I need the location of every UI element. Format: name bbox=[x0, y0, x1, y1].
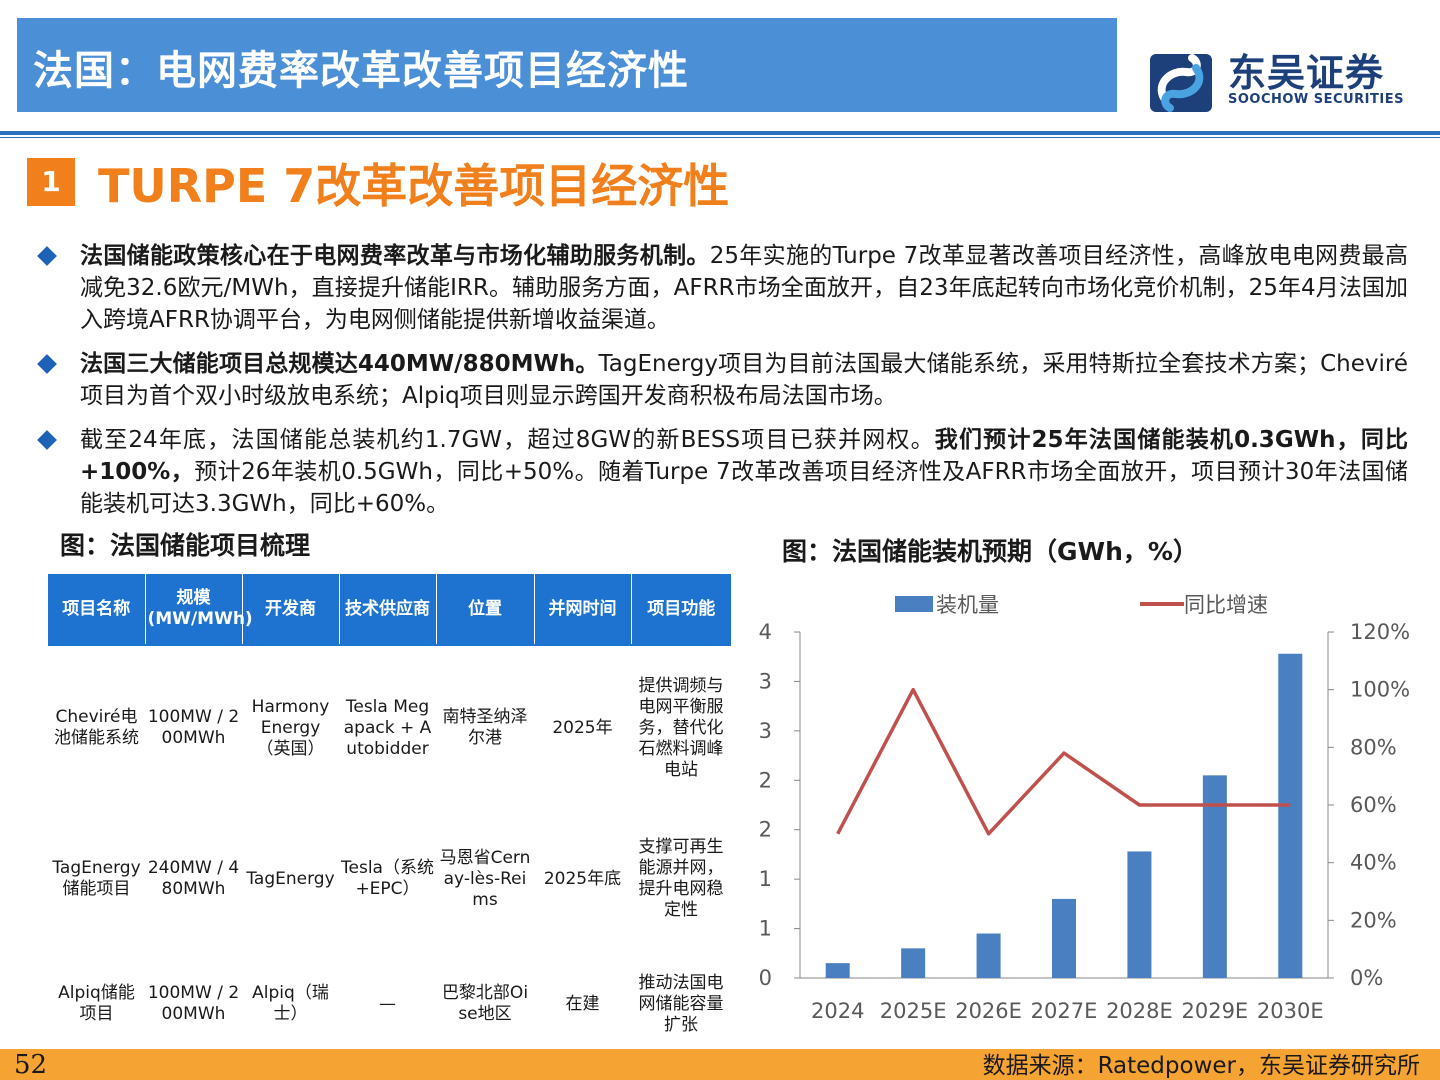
table-cell: Harmony Energy（英国） bbox=[251, 696, 330, 759]
right-axis-tick-label: 60% bbox=[1350, 793, 1397, 817]
left-axis-tick-label: 0 bbox=[759, 966, 772, 990]
right-axis-tick-label: 80% bbox=[1350, 735, 1397, 759]
legend-label-line: 同比增速 bbox=[1184, 593, 1268, 617]
x-axis-tick-label: 2027E bbox=[1031, 999, 1098, 1023]
bullet-bold: 我们预计25年法国储能装机0.3GWh，同比+100%， bbox=[80, 427, 1409, 485]
bullet-list: 法国储能政策核心在于电网费率改革与市场化辅助服务机制。25年实施的Turpe 7… bbox=[36, 240, 1408, 532]
table-row: TagEnergy储能项目 240MW / 480MWh TagEnergy T… bbox=[48, 812, 731, 946]
table-header-cell: 项目功能 bbox=[631, 574, 731, 644]
table-cell: 支撑可再生能源并网，提升电网稳定性 bbox=[638, 837, 724, 920]
left-axis-tick-label: 4 bbox=[759, 620, 772, 644]
company-logo: 东吴证券 SOOCHOW SECURITIES bbox=[1148, 48, 1408, 120]
header-divider bbox=[0, 131, 1440, 135]
left-axis-tick-label: 1 bbox=[759, 917, 772, 941]
x-axis-tick-label: 2025E bbox=[880, 999, 947, 1023]
table-row: Alpiq储能项目 100MW / 200MWh Alpiq（瑞士） — 巴黎北… bbox=[48, 946, 731, 1062]
legend-swatch-bar bbox=[895, 596, 933, 612]
section-title: TURPE 7改革改善项目经济性 bbox=[98, 159, 730, 213]
section-number: 1 bbox=[27, 158, 75, 206]
table-cell: 100MW / 200MWh bbox=[147, 707, 240, 748]
bar-2028E bbox=[1127, 851, 1152, 978]
table-cell: 2025年 bbox=[552, 717, 613, 738]
table-row: Cheviré电池储能系统 100MW / 200MWh Harmony Ene… bbox=[48, 644, 731, 812]
header-bar: 法国：电网费率改革改善项目经济性 bbox=[17, 18, 1117, 112]
table-cell: 马恩省Cernay-lès-Reims bbox=[439, 847, 531, 910]
table-cell: 100MW / 200MWh bbox=[147, 983, 240, 1024]
left-axis-tick-label: 3 bbox=[759, 719, 772, 743]
diamond-bullet-icon bbox=[37, 430, 57, 450]
x-axis-tick-label: 2026E bbox=[955, 999, 1022, 1023]
page-title: 法国：电网费率改革改善项目经济性 bbox=[33, 48, 689, 94]
page-number: 52 bbox=[14, 1050, 48, 1080]
footer-bar bbox=[0, 1049, 1440, 1080]
bar-2025E bbox=[901, 948, 926, 978]
table-cell: 提供调频与电网平衡服务，替代化石燃料调峰电站 bbox=[638, 675, 724, 780]
right-axis-tick-label: 0% bbox=[1350, 966, 1383, 990]
x-axis-tick-label: 2028E bbox=[1106, 999, 1173, 1023]
table-cell: 巴黎北部Oise地区 bbox=[441, 983, 529, 1024]
right-axis-tick-label: 120% bbox=[1350, 620, 1410, 644]
chart-title: 图：法国储能装机预期（GWh，%） bbox=[782, 537, 1198, 566]
project-table: 项目名称 规模(MW/MWh) 开发商 技术供应商 位置 并网时间 项目功能 C… bbox=[48, 574, 731, 1062]
table-header-cell: 开发商 bbox=[242, 574, 340, 644]
bar-2026E bbox=[976, 933, 1001, 978]
table-header-cell: 项目名称 bbox=[48, 574, 146, 644]
table-cell: Cheviré电池储能系统 bbox=[54, 707, 139, 748]
right-axis-tick-label: 40% bbox=[1350, 851, 1397, 875]
bullet-bold: 法国三大储能项目总规模达440MW/880MWh。 bbox=[80, 351, 599, 377]
legend-label-bar: 装机量 bbox=[936, 593, 999, 617]
left-axis-tick-label: 2 bbox=[759, 768, 772, 792]
table-cell: Alpiq（瑞士） bbox=[252, 983, 329, 1024]
diamond-bullet-icon bbox=[37, 246, 57, 266]
table-cell: 2025年底 bbox=[543, 868, 622, 889]
bar-2030E bbox=[1278, 653, 1303, 978]
logo-en-text: SOOCHOW SECURITIES bbox=[1228, 92, 1404, 107]
table-header-cell: 技术供应商 bbox=[339, 574, 437, 644]
bar-2029E bbox=[1202, 775, 1227, 978]
x-axis-tick-label: 2030E bbox=[1257, 999, 1324, 1023]
bullet-text: TagEnergy项目为目前法国最大储能系统，采用特斯拉全套技术方案；Chevi… bbox=[80, 351, 1408, 409]
x-axis-tick-label: 2024 bbox=[811, 999, 864, 1023]
right-axis-tick-label: 100% bbox=[1350, 678, 1410, 702]
bar-2024 bbox=[825, 963, 850, 978]
x-axis-tick-label: 2029E bbox=[1181, 999, 1248, 1023]
table-header-row: 项目名称 规模(MW/MWh) 开发商 技术供应商 位置 并网时间 项目功能 bbox=[48, 574, 731, 644]
table-cell: 在建 bbox=[565, 993, 600, 1014]
header-divider-thin bbox=[0, 137, 1440, 138]
logo-cn-text: 东吴证券 bbox=[1228, 51, 1385, 95]
table-cell: 南特圣纳泽尔港 bbox=[442, 707, 528, 748]
table-header-rule bbox=[48, 644, 731, 646]
table-cell: Tesla Megapack + Autobidder bbox=[343, 696, 432, 759]
source-note: 数据来源：Ratedpower，东吴证券研究所 bbox=[982, 1053, 1420, 1079]
table-cell: Tesla（系统+EPC） bbox=[341, 858, 434, 899]
table-caption: 图：法国储能项目梳理 bbox=[60, 531, 311, 560]
table-cell: 240MW / 480MWh bbox=[147, 858, 240, 899]
bullet-bold: 法国储能政策核心在于电网费率改革与市场化辅助服务机制。 bbox=[80, 243, 710, 269]
table-cell: Alpiq储能项目 bbox=[58, 983, 135, 1024]
table-header-cell: 并网时间 bbox=[534, 574, 632, 644]
table-header-cell: 规模(MW/MWh) bbox=[145, 574, 253, 644]
bullet-item: 截至24年底，法国储能总装机约1.7GW，超过8GW的新BESS项目已获并网权。… bbox=[36, 424, 1408, 520]
bullet-text: 25年实施的Turpe 7改革显著改善项目经济性，高峰放电电网费最高减免32.6… bbox=[80, 243, 1408, 333]
bullet-text: 预计26年装机0.5GWh，同比+50%。随着Turpe 7改革改善项目经济性及… bbox=[80, 459, 1409, 517]
table-header-cell: 位置 bbox=[436, 574, 535, 644]
bar-2027E bbox=[1052, 898, 1076, 978]
table-cell: — bbox=[379, 993, 396, 1014]
left-axis-tick-label: 1 bbox=[759, 867, 772, 891]
table-cell: TagEnergy bbox=[246, 868, 335, 889]
table-cell: 推动法国电网储能容量扩张 bbox=[638, 972, 724, 1035]
bullet-item: 法国三大储能项目总规模达440MW/880MWh。TagEnergy项目为目前法… bbox=[36, 348, 1408, 412]
left-axis-tick-label: 3 bbox=[759, 669, 772, 693]
growth-rate-line bbox=[836, 687, 1291, 836]
right-axis-tick-label: 20% bbox=[1350, 908, 1397, 932]
bullet-text: 截至24年底，法国储能总装机约1.7GW，超过8GW的新BESS项目已获并网权。 bbox=[80, 427, 935, 453]
diamond-bullet-icon bbox=[37, 354, 57, 374]
soochow-logo-icon bbox=[1150, 54, 1212, 112]
bullet-item: 法国储能政策核心在于电网费率改革与市场化辅助服务机制。25年实施的Turpe 7… bbox=[36, 240, 1408, 336]
left-axis-tick-label: 2 bbox=[759, 818, 772, 842]
table-cell: TagEnergy储能项目 bbox=[52, 858, 141, 899]
